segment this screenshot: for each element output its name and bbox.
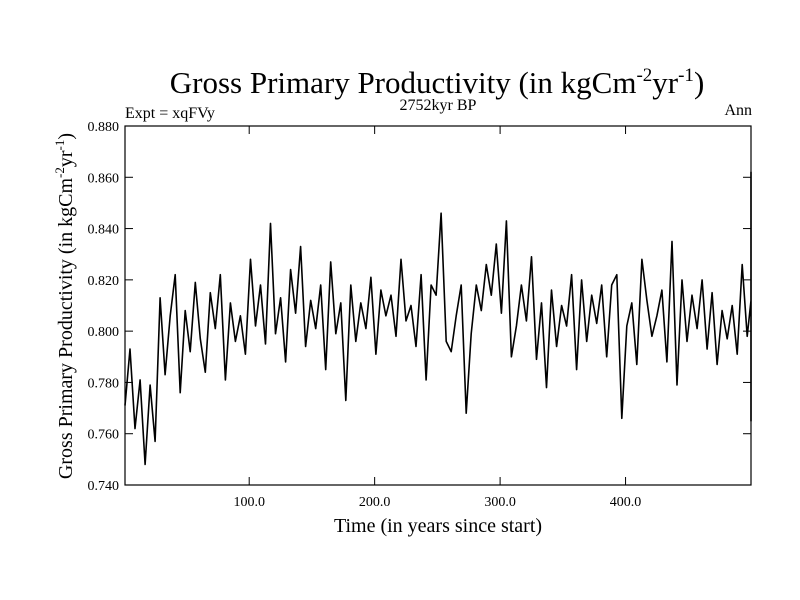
experiment-label: Expt = xqFVy xyxy=(125,105,215,122)
x-tick-label: 300.0 xyxy=(484,495,516,510)
period-label: 2752kyr BP xyxy=(400,97,477,114)
y-tick-label: 0.820 xyxy=(88,274,120,289)
y-tick-label: 0.840 xyxy=(88,223,120,238)
x-tick-label: 400.0 xyxy=(610,495,642,510)
series-line-0 xyxy=(124,171,752,466)
season-label: Ann xyxy=(724,102,752,119)
y-tick-label: 0.860 xyxy=(88,171,120,186)
x-tick-label: 200.0 xyxy=(359,495,391,510)
y-tick-label: 0.800 xyxy=(88,325,120,340)
chart-title: Gross Primary Productivity (in kgCm-2yr-… xyxy=(170,65,705,100)
y-tick-label: 0.760 xyxy=(88,428,120,443)
y-tick-label: 0.880 xyxy=(88,120,120,135)
ticks-layer: 100.0 200.0 300.0 400.0 0.740 0.760 0.780 0.800… xyxy=(88,120,751,510)
y-tick-label: 0.780 xyxy=(88,376,120,391)
y-axis-label: Gross Primary Productivity (in kgCm-2yr-… xyxy=(52,133,77,479)
series-layer xyxy=(124,171,752,466)
x-tick-label: 100.0 xyxy=(233,495,265,510)
y-tick-label: 0.740 xyxy=(88,479,120,494)
plot-frame xyxy=(124,125,752,486)
x-axis-label: Time (in years since start) xyxy=(334,515,542,537)
